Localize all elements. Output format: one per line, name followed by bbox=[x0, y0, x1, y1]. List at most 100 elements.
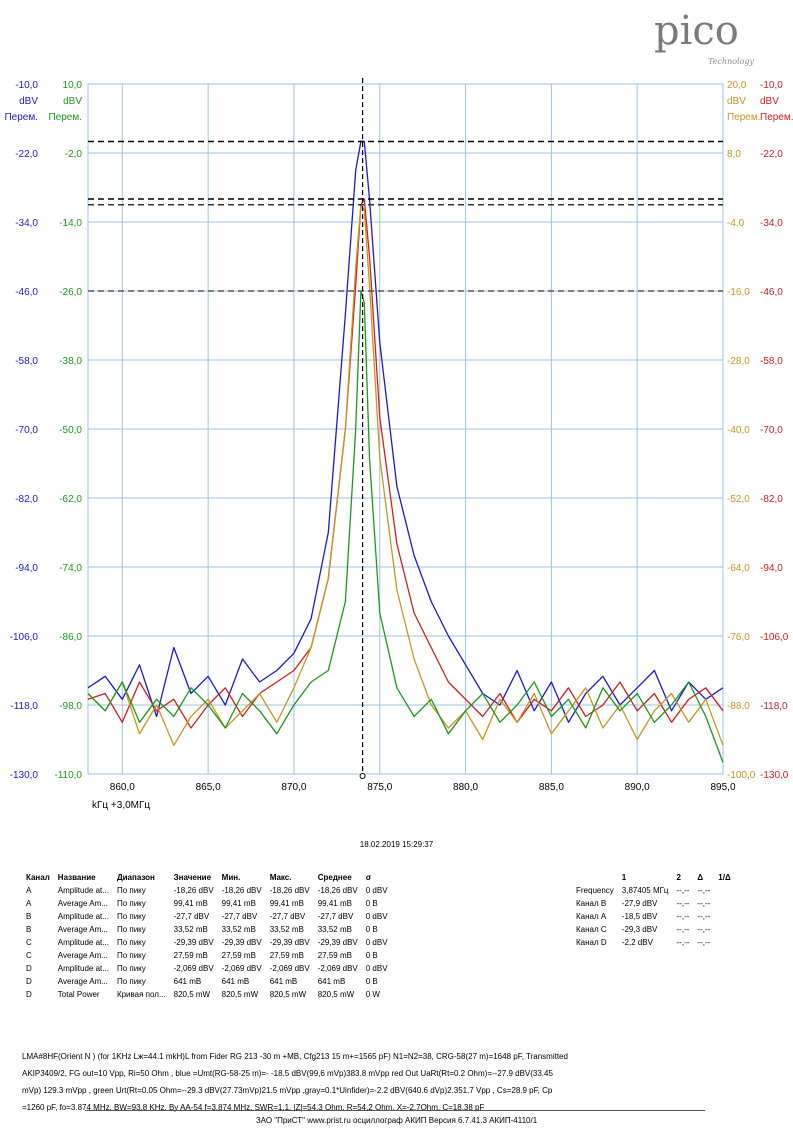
left-axis-tick-label: -14,0 bbox=[59, 218, 82, 229]
right-axis-tick-label: -22,0 bbox=[760, 149, 783, 160]
table-cell: 99,41 mB bbox=[317, 899, 352, 908]
right-axis-tick-label: -76,0 bbox=[727, 632, 750, 643]
notes-text: LMA#8HF(Orient N ) (for 1KHz Lж=44.1 mkH… bbox=[22, 1048, 782, 1116]
table-cell: Amplitude at... bbox=[57, 938, 109, 947]
table-header-cell: 2 bbox=[676, 873, 681, 882]
table-cell: --,-- bbox=[697, 886, 711, 895]
x-tick-label: 880,0 bbox=[453, 782, 478, 793]
left-axis-tick-label: -118,0 bbox=[10, 701, 38, 712]
table-header-cell: Мин. bbox=[221, 873, 241, 882]
table-cell: 27,59 mB bbox=[221, 951, 256, 960]
table-cell: По пику bbox=[116, 964, 146, 973]
table-cell: 33,52 mB bbox=[269, 925, 304, 934]
left-axis-tick-label: -46,0 bbox=[15, 287, 38, 298]
table-row: Frequency 3,87405 МГц --,-- --,-- bbox=[572, 885, 735, 898]
table-cell: --,-- bbox=[676, 925, 690, 934]
left-axis-tick-label: -26,0 bbox=[59, 287, 82, 298]
table-cell: -18,26 dBV bbox=[173, 886, 214, 895]
table-cell: 27,59 mB bbox=[269, 951, 304, 960]
table-cell: --,-- bbox=[697, 899, 711, 908]
table-cell: 820,5 mW bbox=[173, 990, 211, 999]
left-axis-tick-label: -58,0 bbox=[15, 356, 38, 367]
right-axis-tick-label: -34,0 bbox=[760, 218, 783, 229]
pico-logo: pico Technology bbox=[648, 2, 788, 72]
table-cell: -27,7 dBV bbox=[317, 912, 354, 921]
x-tick-label: 865,0 bbox=[196, 782, 221, 793]
right-axis-tick-label: -106,0 bbox=[760, 632, 789, 643]
table-header-cell bbox=[572, 872, 618, 885]
table-cell: Frequency bbox=[576, 886, 614, 895]
table-cell bbox=[714, 885, 734, 898]
table-cell: B bbox=[26, 912, 32, 921]
table-cell: --,-- bbox=[697, 925, 711, 934]
table-header-cell: Δ bbox=[697, 873, 704, 882]
left-axis-tick-label: -94,0 bbox=[15, 563, 38, 574]
table-cell: 99,41 mB bbox=[221, 899, 256, 908]
table-cell: D bbox=[26, 964, 32, 973]
right-axis-tick-label: -94,0 bbox=[760, 563, 783, 574]
table-cell: -27,7 dBV bbox=[173, 912, 210, 921]
table-cell: -29,39 dBV bbox=[221, 938, 262, 947]
table-cell: --,-- bbox=[676, 938, 690, 947]
right-axis-tick-label: -58,0 bbox=[760, 356, 783, 367]
table-cell bbox=[714, 898, 734, 911]
table-cell: Average Am... bbox=[57, 951, 108, 960]
table-cell bbox=[714, 937, 734, 950]
table-cell: -27,7 dBV bbox=[221, 912, 258, 921]
table-cell: -29,3 dBV bbox=[621, 925, 658, 934]
table-header-cell: Макс. bbox=[269, 873, 292, 882]
table-header-cell: σ bbox=[365, 873, 372, 882]
table-cell: По пику bbox=[116, 886, 146, 895]
left-axis-tick-label: -106,0 bbox=[10, 632, 39, 643]
table-cell: --,-- bbox=[697, 938, 711, 947]
table-cell: 820,5 mW bbox=[317, 990, 355, 999]
table-cell: B bbox=[26, 925, 32, 934]
table-cell: 33,52 mB bbox=[221, 925, 256, 934]
series-line-red bbox=[87, 198, 724, 729]
footer-divider bbox=[85, 1110, 705, 1111]
left-axis-tick-label: -50,0 bbox=[59, 425, 82, 436]
left-axis-tick-label: 10,0 bbox=[63, 80, 83, 91]
table-cell: C bbox=[26, 951, 32, 960]
right-axis-tick-label: -130,0 bbox=[760, 770, 789, 781]
right-axis-unit: dBV bbox=[727, 96, 746, 107]
table-cell: Total Power bbox=[57, 990, 100, 999]
x-tick-label: 885,0 bbox=[539, 782, 564, 793]
table-cell: 0 B bbox=[365, 925, 378, 934]
table-cell: -2,2 dBV bbox=[621, 938, 653, 947]
table-cell: A bbox=[26, 886, 32, 895]
right-axis-tick-label: -40,0 bbox=[727, 425, 750, 436]
left-axis-tick-label: -130,0 bbox=[10, 770, 39, 781]
right-axis-tick-label: -52,0 bbox=[727, 494, 750, 505]
left-axis-tick-label: -74,0 bbox=[59, 563, 82, 574]
footer: ЗАО "ПриСТ" www.prist.ru осциллограф АКИ… bbox=[255, 1116, 538, 1125]
table-header-cell: Среднее bbox=[317, 873, 352, 882]
table-cell: C bbox=[26, 938, 32, 947]
table-row: B Amplitude at... По пику -27,7 dBV -27,7 dB… bbox=[22, 911, 392, 924]
table-cell: 641 mB bbox=[173, 977, 202, 986]
table-cell: -29,39 dBV bbox=[269, 938, 310, 947]
right-axis-tick-label: -70,0 bbox=[760, 425, 783, 436]
table-row: Канал A -18,5 dBV --,-- --,-- bbox=[572, 911, 735, 924]
x-tick-label: 870,0 bbox=[281, 782, 306, 793]
table-cell: 0 dBV bbox=[365, 886, 388, 895]
table-cell: По пику bbox=[116, 925, 146, 934]
table-cell: 0 dBV bbox=[365, 964, 388, 973]
table-row: Канал B -27,9 dBV --,-- --,-- bbox=[572, 898, 735, 911]
logo-subtext: Technology bbox=[708, 57, 755, 66]
notes-line: LMA#8HF(Orient N ) (for 1KHz Lж=44.1 mkH… bbox=[22, 1052, 568, 1061]
table-row: A Average Am... По пику 99,41 mB 99,41 mB 99,… bbox=[22, 898, 392, 911]
right-axis-label: Перем. bbox=[727, 112, 761, 123]
table-cell: По пику bbox=[116, 938, 146, 947]
left-axis-unit: dBV bbox=[63, 96, 82, 107]
table-cell: 27,59 mB bbox=[173, 951, 208, 960]
left-axis-tick-label: -70,0 bbox=[15, 425, 38, 436]
right-axis-tick-label: -118,0 bbox=[760, 701, 788, 712]
table-cell: D bbox=[26, 977, 32, 986]
table-row: D Amplitude at... По пику -2,069 dBV -2,069 … bbox=[22, 963, 392, 976]
left-axis-tick-label: -86,0 bbox=[59, 632, 82, 643]
x-tick-label: 890,0 bbox=[625, 782, 650, 793]
table-cell: -29,39 dBV bbox=[317, 938, 358, 947]
right-axis-tick-label: 20,0 bbox=[727, 80, 747, 91]
right-axis-tick-label: -10,0 bbox=[760, 80, 783, 91]
